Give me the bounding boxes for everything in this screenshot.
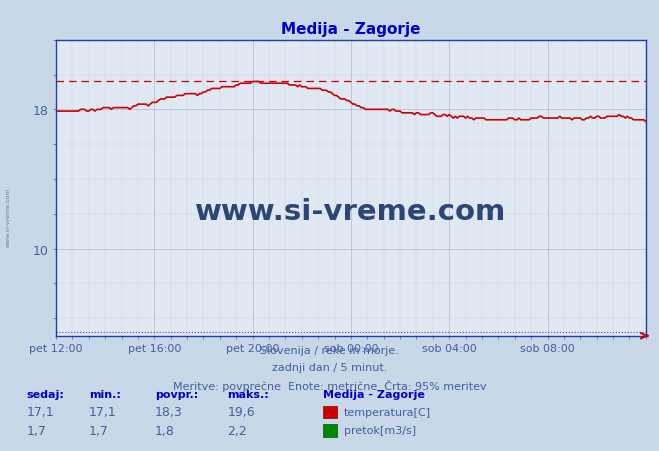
Text: 2,2: 2,2 [227, 423, 247, 437]
Text: Meritve: povprečne  Enote: metrične  Črta: 95% meritev: Meritve: povprečne Enote: metrične Črta:… [173, 379, 486, 391]
Text: www.si-vreme.com: www.si-vreme.com [5, 187, 11, 246]
Text: 17,1: 17,1 [26, 405, 54, 419]
Text: zadnji dan / 5 minut.: zadnji dan / 5 minut. [272, 362, 387, 372]
Text: 17,1: 17,1 [89, 405, 117, 419]
Text: povpr.:: povpr.: [155, 389, 198, 399]
Text: pretok[m3/s]: pretok[m3/s] [344, 425, 416, 435]
Text: sedaj:: sedaj: [26, 389, 64, 399]
Text: maks.:: maks.: [227, 389, 269, 399]
Text: 1,7: 1,7 [89, 423, 109, 437]
Text: temperatura[C]: temperatura[C] [344, 407, 431, 417]
Text: 1,7: 1,7 [26, 423, 46, 437]
Text: www.si-vreme.com: www.si-vreme.com [195, 198, 507, 226]
Text: Slovenija / reke in morje.: Slovenija / reke in morje. [260, 345, 399, 355]
Text: 19,6: 19,6 [227, 405, 255, 419]
Text: Medija - Zagorje: Medija - Zagorje [323, 389, 425, 399]
Text: min.:: min.: [89, 389, 121, 399]
Text: 18,3: 18,3 [155, 405, 183, 419]
Title: Medija - Zagorje: Medija - Zagorje [281, 22, 420, 37]
Text: 1,8: 1,8 [155, 423, 175, 437]
